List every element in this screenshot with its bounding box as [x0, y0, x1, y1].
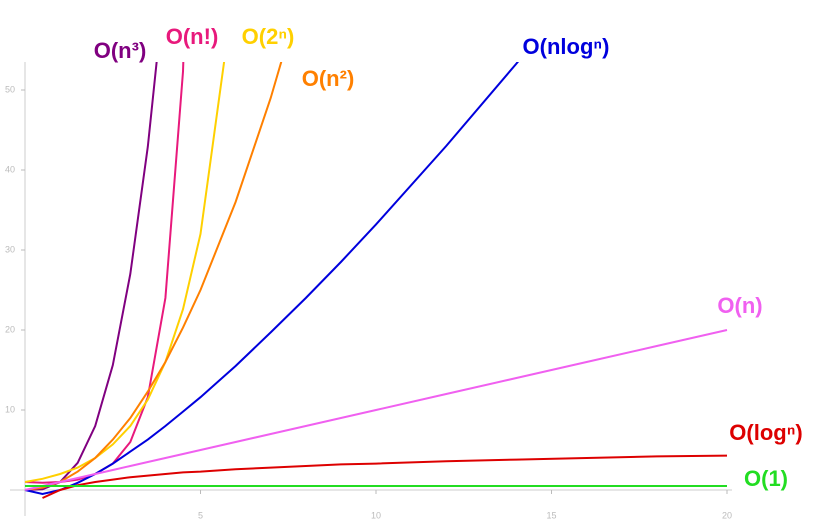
series-label: O(n³) — [94, 38, 147, 63]
x-tick-label: 15 — [546, 510, 556, 520]
series-label: O(1) — [744, 466, 788, 491]
y-tick-label: 50 — [5, 84, 15, 94]
series-line — [24, 62, 283, 491]
series-label: O(nlogⁿ) — [523, 34, 610, 59]
y-tick-label: 40 — [5, 164, 15, 174]
series-label: O(2ⁿ) — [242, 24, 295, 49]
series-line — [24, 62, 226, 483]
series-line — [24, 329, 728, 491]
series-label: O(n²) — [302, 66, 355, 91]
x-tick-label: 10 — [371, 510, 381, 520]
x-tick-label: 5 — [198, 510, 203, 520]
series-line — [24, 62, 185, 484]
series-label: O(n) — [717, 293, 762, 318]
plot-area — [24, 62, 728, 499]
series-line — [24, 62, 520, 496]
series-line — [24, 62, 158, 491]
y-tick-label: 20 — [5, 324, 15, 334]
y-tick-label: 30 — [5, 244, 15, 254]
series-label: O(logⁿ) — [729, 420, 802, 445]
y-tick-label: 10 — [5, 404, 15, 414]
series-label: O(n!) — [166, 24, 219, 49]
x-tick-label: 20 — [722, 510, 732, 520]
series-line — [42, 454, 728, 499]
